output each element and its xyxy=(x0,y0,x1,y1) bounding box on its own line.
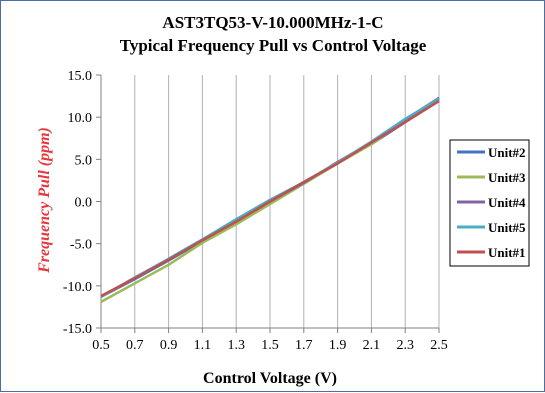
axes xyxy=(96,74,440,333)
x-tick-label: 1.3 xyxy=(227,338,245,353)
chart-title-line2: Typical Frequency Pull vs Control Voltag… xyxy=(120,36,427,55)
legend-label: Unit#2 xyxy=(488,145,526,160)
x-tick-label: 1.9 xyxy=(329,338,347,353)
x-tick-label: 1.5 xyxy=(261,338,279,353)
y-tick-label: 15.0 xyxy=(68,69,93,84)
series-lines xyxy=(100,96,440,303)
legend: Unit#2 Unit#3 Unit#4 Unit#5 Unit#1 xyxy=(449,139,530,267)
x-tick-label: 1.1 xyxy=(194,338,212,353)
legend-label: Unit#1 xyxy=(488,245,526,260)
legend-label: Unit#4 xyxy=(488,195,526,210)
x-tick-label: 0.7 xyxy=(126,338,144,353)
y-tick-label: -10.0 xyxy=(63,280,92,295)
x-tick-label: 0.9 xyxy=(160,338,178,353)
series-line-unit1 xyxy=(100,100,440,298)
x-tick-label: 1.7 xyxy=(295,338,313,353)
y-tick-label: 10.0 xyxy=(68,111,93,126)
y-tick-label: 0.0 xyxy=(75,196,93,211)
x-tick-label: 2.1 xyxy=(363,338,381,353)
legend-label: Unit#5 xyxy=(488,220,526,235)
y-tick-label: -15.0 xyxy=(63,322,92,337)
y-tick-labels: 15.0 10.0 5.0 0.0 -5.0 -10.0 -15.0 xyxy=(63,69,92,337)
x-axis-label: Control Voltage (V) xyxy=(203,370,337,387)
x-tick-labels: 0.5 0.7 0.9 1.1 1.3 1.5 1.7 1.9 2.1 2.3 2.5 xyxy=(92,338,448,353)
legend-label: Unit#3 xyxy=(488,170,526,185)
y-tick-label: -5.0 xyxy=(70,238,92,253)
x-tick-label: 2.3 xyxy=(396,338,414,353)
y-tick-label: 5.0 xyxy=(75,153,93,168)
x-tick-label: 2.5 xyxy=(430,338,448,353)
x-tick-label: 0.5 xyxy=(92,338,110,353)
y-axis-label: Frequency Pull (ppm) xyxy=(36,127,53,274)
chart-title-line1: AST3TQ53-V-10.000MHz-1-C xyxy=(162,13,383,32)
